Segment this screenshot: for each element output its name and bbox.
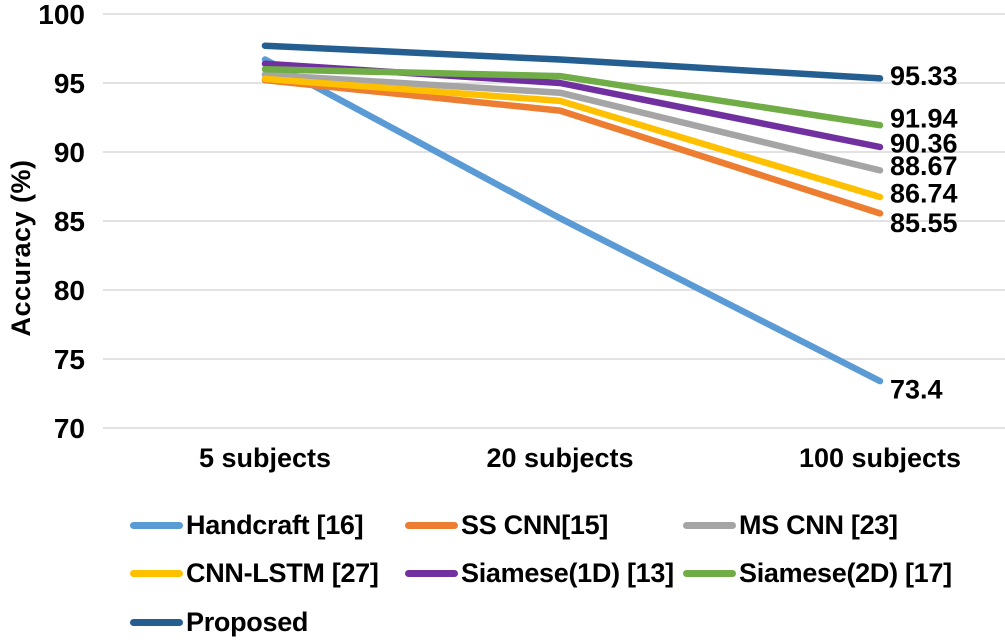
data-label: 95.33 — [890, 61, 958, 91]
data-label: 85.55 — [890, 208, 958, 238]
y-tick-label: 90 — [54, 137, 85, 168]
y-tick-label: 100 — [38, 0, 85, 30]
data-label: 86.74 — [890, 178, 958, 208]
data-label: 73.4 — [890, 375, 943, 405]
data-label: 88.67 — [890, 151, 958, 181]
y-tick-label: 95 — [54, 68, 85, 99]
y-axis-title: Accuracy (%) — [6, 159, 36, 336]
series-line — [261, 71, 884, 174]
series-line — [261, 42, 884, 82]
series-line — [261, 56, 884, 385]
series-line — [261, 65, 884, 129]
data-label: 90.36 — [890, 129, 958, 159]
series-line — [261, 76, 884, 217]
y-tick-label: 70 — [54, 413, 85, 444]
y-tick-label: 75 — [54, 344, 85, 375]
data-label: 91.94 — [890, 104, 958, 134]
y-tick-label: 85 — [54, 206, 85, 237]
y-tick-label: 80 — [54, 275, 85, 306]
x-tick-label: 5 subjects — [199, 443, 331, 473]
x-tick-label: 100 subjects — [799, 443, 961, 473]
series-line — [261, 75, 884, 201]
x-tick-label: 20 subjects — [486, 443, 633, 473]
